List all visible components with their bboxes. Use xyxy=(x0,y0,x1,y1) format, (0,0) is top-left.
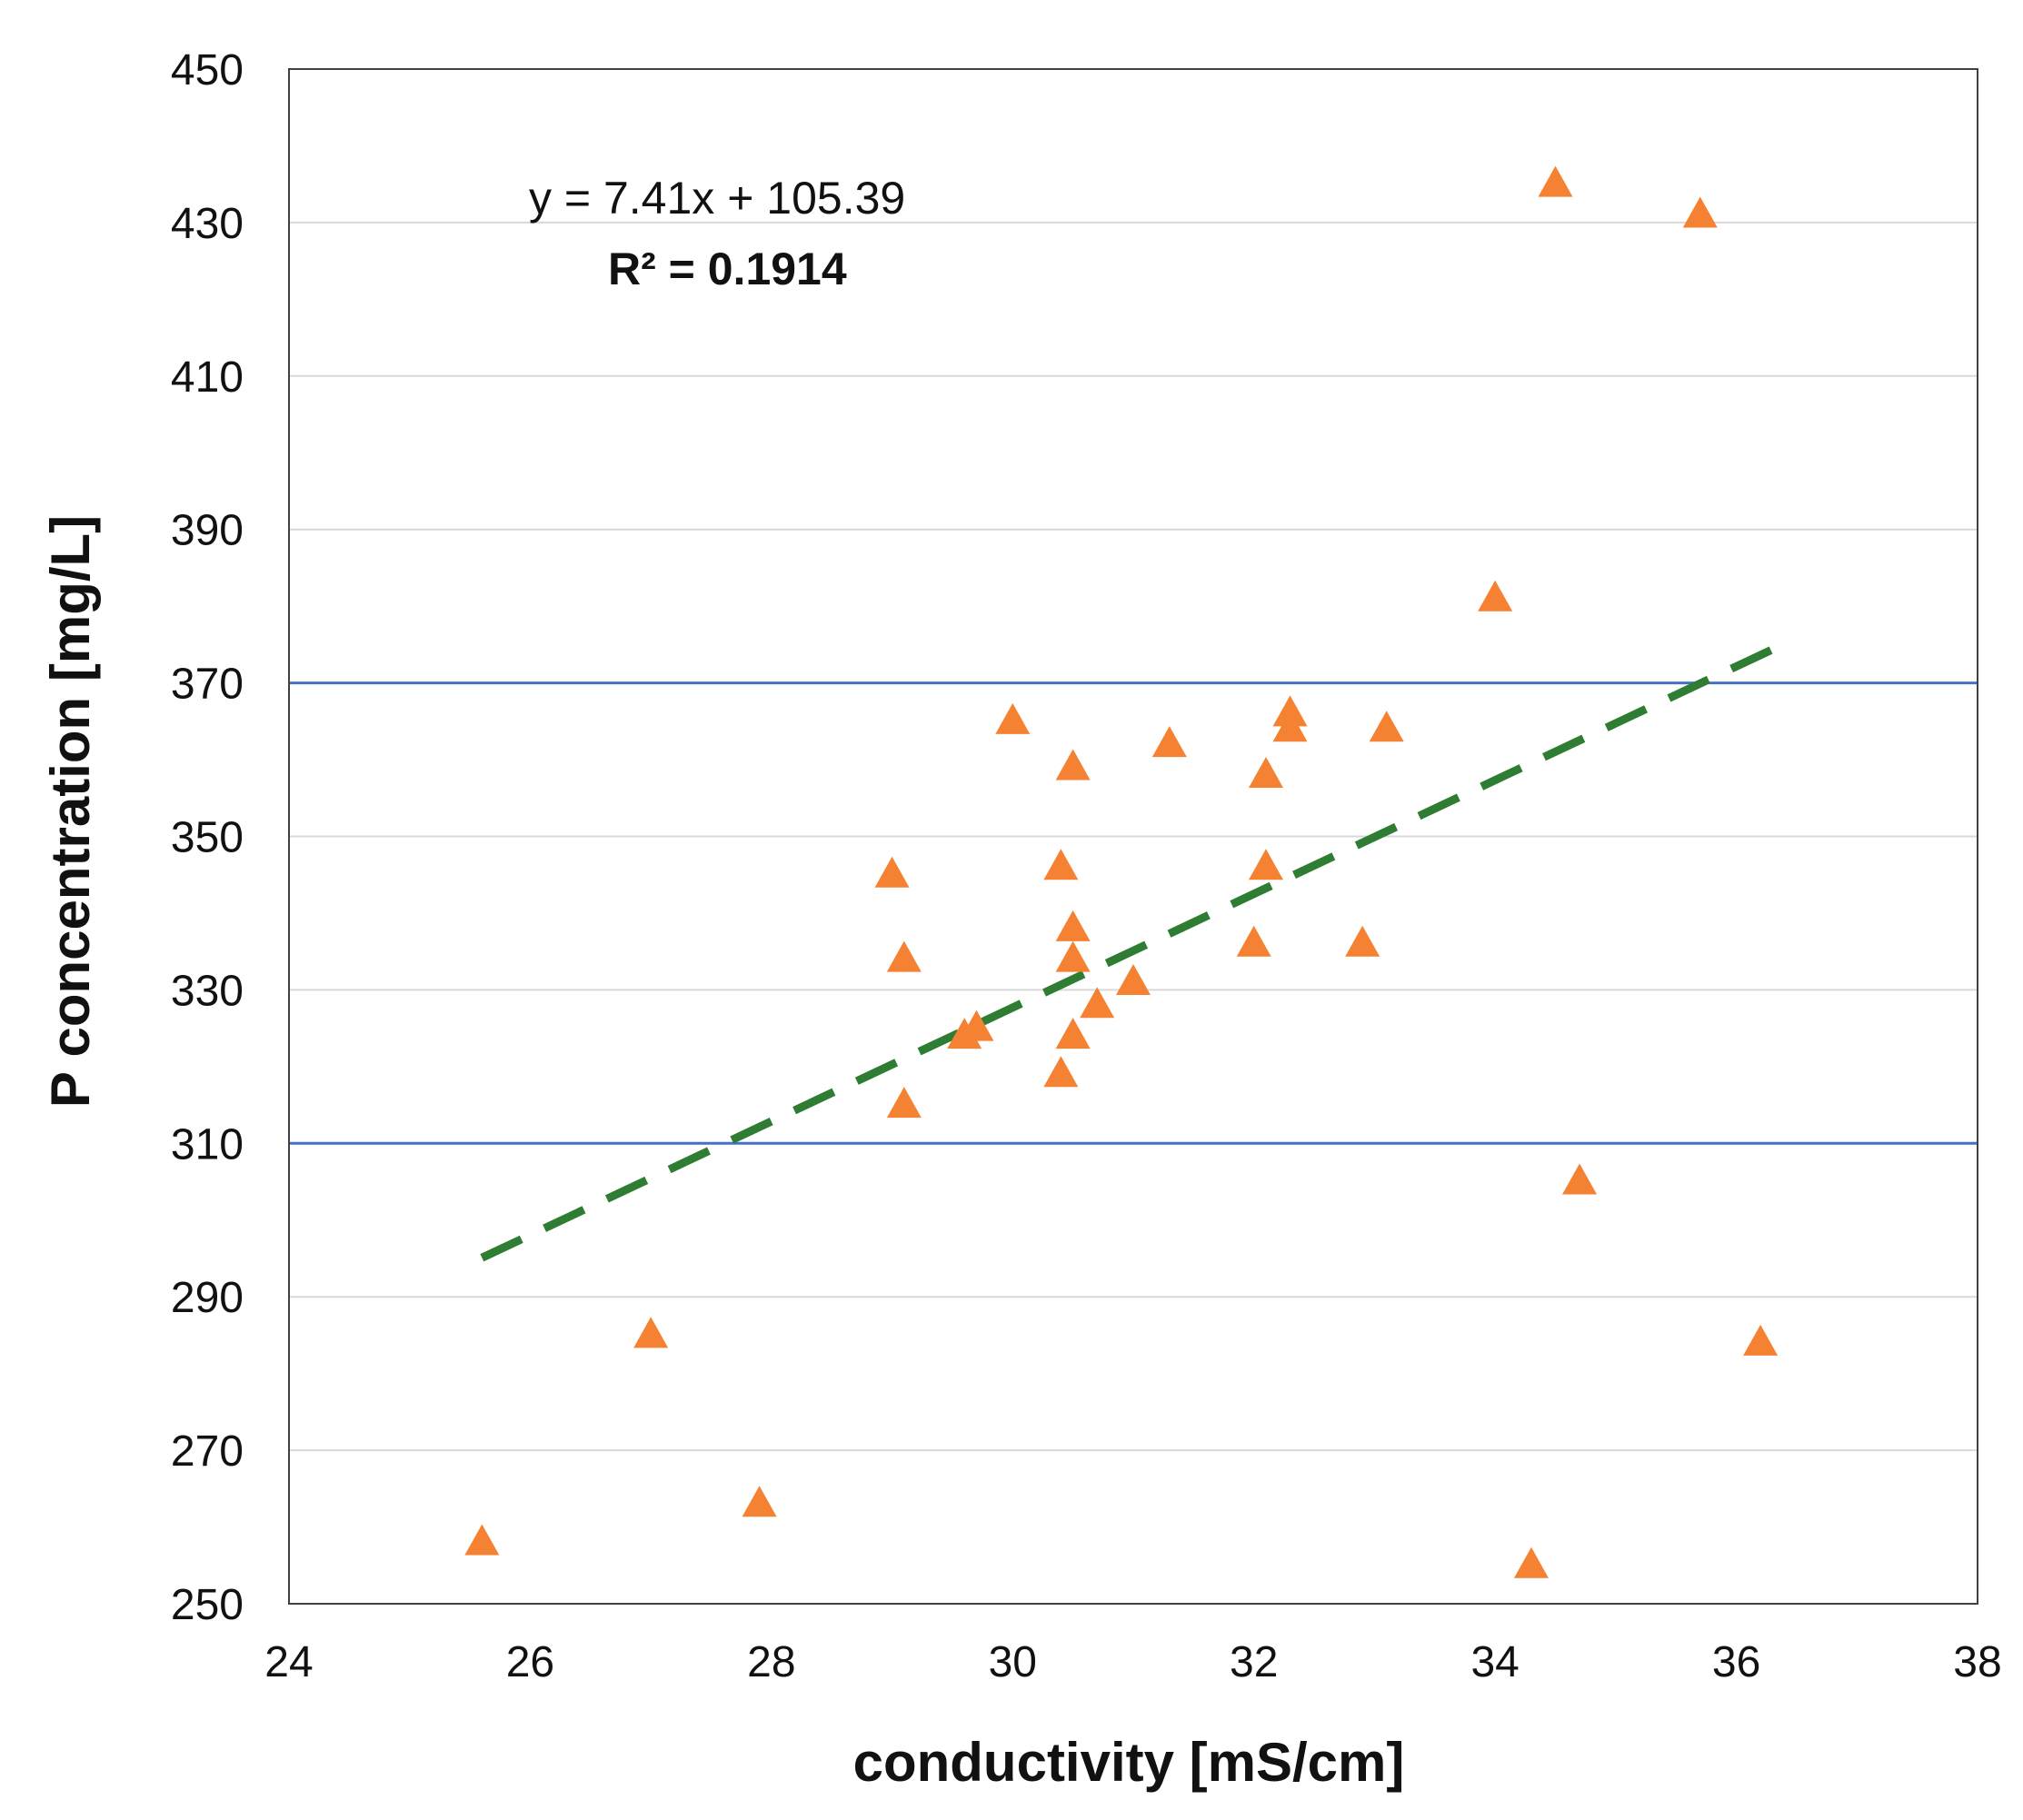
data-point-1 xyxy=(464,1524,500,1556)
data-point-2 xyxy=(633,1317,669,1348)
x-tick-label-36: 36 xyxy=(1712,1638,1760,1686)
data-point-23 xyxy=(1272,711,1308,742)
data-point-31 xyxy=(1743,1324,1779,1356)
data-point-28 xyxy=(1538,165,1573,197)
x-axis-title: conductivity [mS/cm] xyxy=(853,1732,1405,1793)
data-point-17 xyxy=(1116,963,1151,995)
r-squared-label: R² = 0.1914 xyxy=(608,244,847,294)
data-point-29 xyxy=(1562,1163,1598,1195)
data-point-8 xyxy=(959,1009,994,1041)
trendline-equation: y = 7.41x + 105.39 xyxy=(529,173,905,224)
data-point-16 xyxy=(1080,987,1115,1019)
data-point-6 xyxy=(886,1087,922,1119)
y-tick-label-310: 310 xyxy=(171,1120,244,1169)
data-point-25 xyxy=(1369,711,1404,742)
data-point-21 xyxy=(1248,849,1283,880)
x-tick-label-32: 32 xyxy=(1230,1638,1278,1686)
x-axis-ticks: 24 26 28 30 32 34 36 38 xyxy=(264,1638,2001,1686)
trendline xyxy=(480,645,1775,1262)
x-tick-label-26: 26 xyxy=(506,1638,554,1686)
data-point-13 xyxy=(1055,910,1091,941)
x-tick-label-28: 28 xyxy=(747,1638,795,1686)
data-points xyxy=(464,165,1779,1578)
x-tick-label-24: 24 xyxy=(264,1638,313,1686)
data-point-20 xyxy=(1248,756,1283,788)
y-tick-label-370: 370 xyxy=(171,661,244,709)
data-point-26 xyxy=(1478,580,1513,612)
plot-area-frame xyxy=(288,68,1978,1605)
x-tick-label-30: 30 xyxy=(989,1638,1037,1686)
data-point-30 xyxy=(1682,196,1718,228)
y-axis-ticks: 250 270 290 310 330 350 370 390 410 430 450 xyxy=(171,46,244,1629)
y-axis-title: P concentration [mg/L] xyxy=(40,515,101,1108)
data-point-15 xyxy=(1055,1018,1091,1049)
data-point-10 xyxy=(1043,849,1079,880)
y-tick-label-390: 390 xyxy=(171,507,244,555)
data-point-12 xyxy=(1055,749,1091,781)
data-point-19 xyxy=(1236,925,1271,957)
data-point-11 xyxy=(1043,1056,1079,1088)
data-point-5 xyxy=(886,940,922,972)
x-tick-label-34: 34 xyxy=(1470,1638,1519,1686)
y-tick-label-270: 270 xyxy=(171,1427,244,1476)
data-point-24 xyxy=(1345,925,1380,957)
x-tick-label-38: 38 xyxy=(1953,1638,2001,1686)
trendline-group xyxy=(480,645,1775,1262)
data-point-3 xyxy=(742,1486,777,1517)
data-point-27 xyxy=(1513,1547,1549,1578)
y-tick-label-430: 430 xyxy=(171,200,244,248)
data-point-18 xyxy=(1151,726,1187,758)
data-point-9 xyxy=(995,702,1031,734)
y-tick-label-350: 350 xyxy=(171,814,244,862)
y-tick-label-330: 330 xyxy=(171,967,244,1015)
data-point-4 xyxy=(874,856,910,888)
data-point-14 xyxy=(1055,940,1091,972)
y-tick-label-450: 450 xyxy=(171,46,244,94)
y-tick-label-250: 250 xyxy=(171,1581,244,1629)
y-tick-label-290: 290 xyxy=(171,1274,244,1322)
y-tick-label-410: 410 xyxy=(171,353,244,402)
